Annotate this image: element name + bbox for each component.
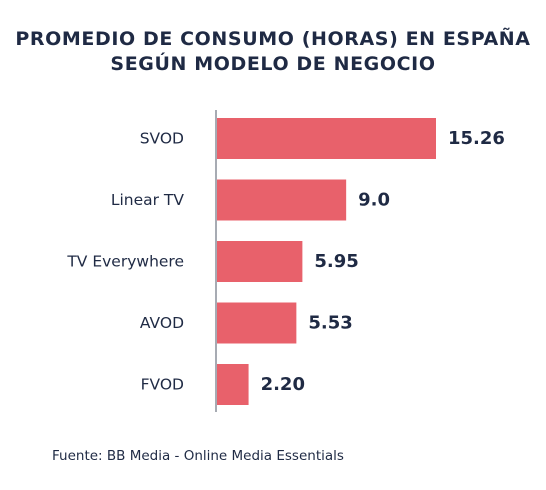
value-label: 2.20 <box>261 374 305 395</box>
bar-svod <box>217 118 436 159</box>
category-label: FVOD <box>141 376 184 394</box>
chart-title-line-2: SEGÚN MODELO DE NEGOCIO <box>110 53 436 75</box>
chart-title-line-1: PROMEDIO DE CONSUMO (HORAS) EN ESPAÑA <box>15 28 531 50</box>
source-note: Fuente: BB Media - Online Media Essentia… <box>52 448 344 464</box>
bar-fvod <box>217 364 249 405</box>
category-label: TV Everywhere <box>66 253 184 271</box>
value-label: 5.53 <box>308 313 352 334</box>
category-label: SVOD <box>140 130 184 148</box>
value-label: 15.26 <box>448 128 505 149</box>
bar-linear-tv <box>217 179 347 221</box>
bar-avod <box>217 302 297 344</box>
category-label: Linear TV <box>111 191 185 209</box>
value-label: 5.95 <box>314 251 358 272</box>
category-label: AVOD <box>140 314 184 332</box>
bar-tv-everywhere <box>217 241 303 282</box>
value-label: 9.0 <box>358 190 390 211</box>
